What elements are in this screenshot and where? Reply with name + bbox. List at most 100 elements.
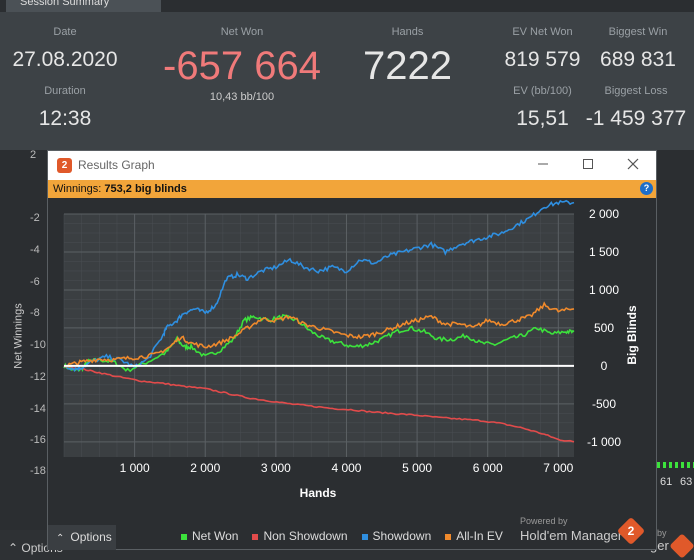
maximize-button[interactable] (568, 154, 608, 176)
holdem-manager-logo-icon: 2 (616, 516, 646, 546)
background-y-tick: -4 (30, 244, 40, 256)
chevron-up-icon: ⌃ (8, 541, 19, 555)
net-won-label: Net Won (220, 26, 264, 38)
background-x-tick: 63 (680, 476, 693, 488)
holdem-manager-logo-text: 2 (627, 524, 635, 538)
legend-label: Net Won (192, 529, 239, 543)
legend-item-non-showdown[interactable]: Non Showdown (252, 529, 348, 543)
y-axis-label: Big Blinds (625, 305, 639, 365)
window-title: Results Graph (78, 158, 155, 172)
legend-item-showdown[interactable]: Showdown (361, 529, 431, 543)
biggest-win-stat: Biggest Win 689 831 (590, 26, 686, 72)
winnings-value: 753,2 big blinds (104, 183, 187, 195)
background-brand-fragment: by (657, 528, 667, 538)
legend-swatch (361, 533, 368, 540)
ev-net-won-label: EV Net Won (512, 26, 573, 38)
x-tick-label: 6 000 (473, 461, 503, 475)
chart-legend: Net Won Non Showdown Showdown All-In EV (181, 529, 503, 543)
minimize-icon (538, 163, 548, 165)
ev-bb100-label: EV (bb/100) (513, 85, 572, 97)
background-y-tick: -12 (30, 371, 46, 383)
series-line-showdown (63, 199, 575, 373)
ev-bb100-stat: EV (bb/100) 15,51 (495, 85, 590, 131)
close-button[interactable] (613, 154, 653, 176)
background-green-line-fragment (657, 462, 694, 468)
duration-label: Duration (44, 85, 86, 97)
options-button[interactable]: ⌃ Options (48, 525, 116, 550)
y-tick-label: 1 500 (589, 245, 619, 259)
background-y-tick: -2 (30, 212, 40, 224)
date-stat: Date 27.08.2020 (10, 26, 120, 72)
winnings-bar: Winnings: 753,2 big blinds ? (48, 180, 656, 198)
x-tick-label: 7 000 (543, 461, 573, 475)
y-tick-label: 0 (601, 359, 608, 373)
window-titlebar[interactable]: 2 Results Graph (48, 151, 656, 180)
chevron-up-icon: ⌃ (56, 533, 65, 544)
y-tick-label: -1 000 (587, 435, 621, 449)
winnings-label: Winnings: (53, 183, 102, 195)
background-y-tick: -16 (30, 434, 46, 446)
background-y-tick: 2 (30, 149, 37, 161)
background-y-axis-label: Net Winnings (12, 303, 25, 369)
ev-bb100-value: 15,51 (516, 107, 569, 130)
hands-value: 7222 (363, 44, 452, 88)
background-y-tick: -8 (30, 307, 40, 319)
biggest-win-label: Biggest Win (608, 26, 668, 38)
x-tick-label: 1 000 (120, 461, 150, 475)
biggest-win-value: 689 831 (600, 48, 676, 71)
app-logo-icon: 2 (57, 158, 72, 173)
brand-name: Hold'em Manager (520, 528, 623, 543)
x-tick-label: 2 000 (190, 461, 220, 475)
window-footer: ⌃ Options Net Won Non Showdown Showdown A… (48, 516, 656, 550)
net-won-bb100: 10,43 bb/100 (209, 91, 275, 103)
help-icon[interactable]: ? (640, 182, 653, 195)
biggest-loss-stat: Biggest Loss -1 459 377 (578, 85, 694, 131)
minimize-button[interactable] (523, 154, 563, 176)
powered-by-text: Powered by (520, 516, 568, 526)
biggest-loss-value: -1 459 377 (585, 107, 687, 130)
series-line-non-showdown (63, 364, 575, 443)
duration-stat: Duration 12:38 (10, 85, 120, 131)
session-summary-tab[interactable]: Session Summary (6, 0, 161, 12)
background-y-tick: -18 (30, 465, 46, 477)
hands-stat: Hands 7222 (350, 26, 465, 89)
legend-item-all-in-ev[interactable]: All-In EV (445, 529, 503, 543)
x-tick-label: 5 000 (402, 461, 432, 475)
duration-value: 12:38 (38, 107, 92, 130)
maximize-icon (583, 159, 593, 169)
net-won-stat: Net Won -657 664 10,43 bb/100 (150, 26, 334, 103)
x-tick-label: 3 000 (261, 461, 291, 475)
hands-label: Hands (391, 26, 424, 38)
date-label: Date (53, 26, 77, 38)
background-x-tick: 61 (660, 476, 673, 488)
chart-series (63, 199, 575, 443)
legend-swatch (252, 533, 259, 540)
y-tick-label: 1 000 (589, 283, 619, 297)
x-tick-label: 4 000 (331, 461, 361, 475)
x-axis-label: Hands (300, 486, 337, 500)
x-axis-ticks: 1 000 2 000 3 000 4 000 5 000 6 000 7 000 (120, 461, 574, 475)
results-chart: 1 000 2 000 3 000 4 000 5 000 6 000 7 000 2 00… (63, 199, 639, 500)
legend-label: All-In EV (456, 529, 503, 543)
net-won-value: -657 664 (163, 44, 321, 88)
ev-net-won-value: 819 579 (504, 48, 581, 71)
y-tick-label: 500 (594, 321, 614, 335)
legend-swatch (445, 533, 452, 540)
y-axis-ticks: 2 000 1 500 1 000 500 0 -500 -1 000 (587, 207, 621, 449)
date-value: 27.08.2020 (12, 48, 118, 71)
plot-area (64, 214, 574, 457)
session-summary-panel: Date 27.08.2020 Duration 12:38 Net Won -… (0, 12, 694, 150)
results-graph-window: 2 Results Graph Winnings: 753,2 big blin… (47, 150, 657, 550)
background-y-tick: -14 (30, 403, 46, 415)
close-icon (627, 158, 639, 170)
legend-label: Non Showdown (263, 529, 348, 543)
background-y-tick: -6 (30, 276, 40, 288)
ev-net-won-stat: EV Net Won 819 579 (495, 26, 590, 72)
y-tick-label: -500 (592, 397, 616, 411)
options-label: Options (70, 530, 112, 544)
legend-item-net-won[interactable]: Net Won (181, 529, 238, 543)
legend-swatch (181, 533, 187, 540)
biggest-loss-label: Biggest Loss (604, 85, 668, 97)
y-tick-label: 2 000 (589, 207, 619, 221)
background-y-tick: -10 (30, 339, 46, 351)
